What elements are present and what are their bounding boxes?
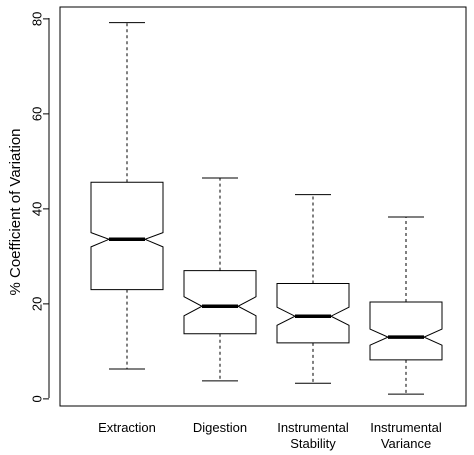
y-tick-label: 60 [29,107,44,121]
box-group [183,177,257,382]
notched-box [369,301,443,361]
x-category-label: Instrumental [277,420,349,435]
y-tick-label: 40 [29,202,44,216]
y-tick-label: 20 [29,297,44,311]
box-group [90,22,164,370]
x-category-label: Extraction [98,420,156,435]
y-axis-ticks: 0 20 40 60 80 [29,12,49,402]
box-plots [90,22,443,395]
x-category-label: Stability [290,436,336,451]
y-tick-label: 0 [29,395,44,402]
x-axis-labels: Extraction Digestion InstrumentalStability… [98,420,442,451]
notched-box [276,282,350,344]
x-category-label: Digestion [193,420,247,435]
box-group [369,216,443,395]
x-category-label: Variance [381,436,431,451]
y-tick-label: 80 [29,12,44,26]
box-group [276,194,350,384]
x-category-label: Instrumental [370,420,442,435]
plot-frame [59,6,467,407]
notched-box [183,270,257,335]
y-axis-title: % Coefficient of Variation [7,128,24,295]
notched-box [90,181,164,291]
